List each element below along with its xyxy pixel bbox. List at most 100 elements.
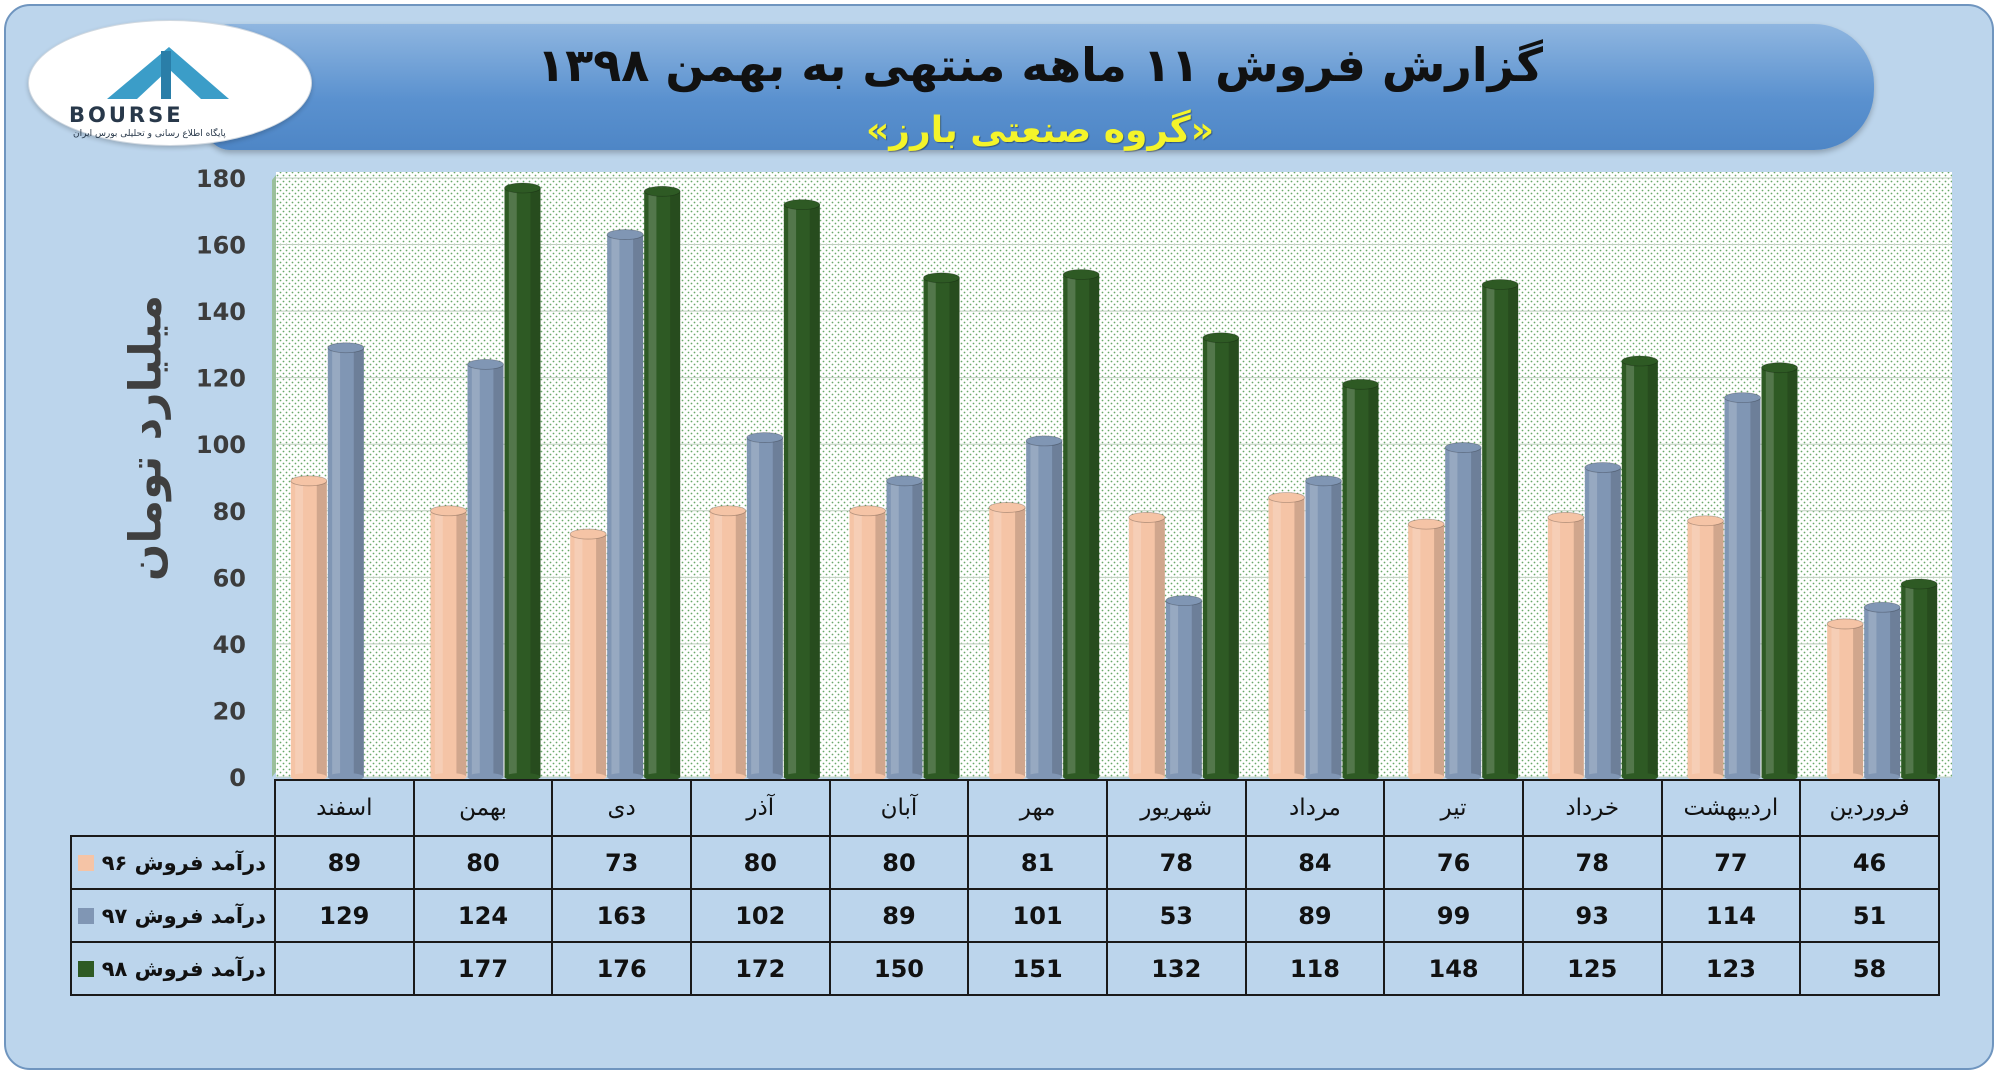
bar — [1342, 378, 1379, 781]
data-label: 80 — [828, 835, 970, 890]
bar — [1687, 515, 1724, 781]
bar — [1025, 435, 1063, 781]
data-label: 101 — [967, 888, 1108, 943]
bar — [606, 229, 644, 781]
table-row: درآمد فروش ۹۶ 89 80 73 80 80 81 78 84 76 78 77 46 — [70, 835, 1940, 890]
data-table: اسفند بهمن دی آذر آبان مهر شهریور مرداد تیر خرداد… — [70, 779, 1940, 996]
data-label — [274, 941, 415, 996]
title-banner: گزارش فروش ۱۱ ماهه منتهی به بهمن ۱۳۹۸ «گ… — [206, 24, 1874, 151]
data-label: 89 — [828, 888, 970, 943]
y-tick-label: 140 — [196, 298, 246, 326]
x-tick-label: فروردین — [1799, 779, 1940, 837]
legend-label: درآمد فروش ۹۸ — [101, 956, 266, 981]
bar — [1444, 442, 1482, 781]
data-label: 93 — [1521, 888, 1663, 943]
y-tick-label: 80 — [213, 498, 246, 526]
data-label: 118 — [1244, 941, 1386, 996]
y-tick-label: 60 — [213, 564, 246, 592]
data-label: 163 — [551, 888, 692, 943]
bar — [1481, 279, 1519, 781]
bar — [1826, 618, 1864, 781]
chart-subtitle: «گروه صنعتی بارز» — [866, 110, 1214, 151]
x-tick-label: مرداد — [1244, 779, 1386, 837]
bar — [1584, 462, 1622, 781]
data-label: 150 — [828, 941, 970, 996]
table-corner — [71, 780, 276, 836]
bar — [290, 475, 328, 781]
data-label: 84 — [1244, 835, 1386, 890]
bar — [467, 358, 504, 781]
plot-area — [276, 172, 1952, 777]
bar — [1761, 362, 1798, 781]
bar — [1305, 475, 1342, 781]
bar — [1165, 595, 1203, 781]
data-label: 176 — [551, 941, 692, 996]
bar — [988, 502, 1026, 781]
bar — [1062, 269, 1100, 781]
data-label: 177 — [412, 941, 554, 996]
legend-swatch — [77, 960, 94, 977]
data-label: 81 — [967, 835, 1108, 890]
logo-wordmark: BOURSE — [69, 103, 184, 127]
data-label: 80 — [412, 835, 554, 890]
data-label: 99 — [1383, 888, 1524, 943]
data-label: 77 — [1660, 835, 1802, 890]
x-tick-label: مهر — [967, 779, 1108, 837]
bar — [1202, 332, 1240, 781]
data-label: 58 — [1799, 941, 1940, 996]
y-tick-label: 100 — [196, 431, 246, 459]
logo-tagline: پایگاه اطلاع رسانی و تحلیلی بورس ایران — [73, 129, 226, 139]
x-tick-label: شهریور — [1105, 779, 1247, 837]
y-tick-label: 120 — [196, 365, 246, 393]
data-label: 148 — [1383, 941, 1524, 996]
legend-label: درآمد فروش ۹۶ — [101, 850, 266, 875]
data-label: 46 — [1799, 835, 1940, 890]
table-row: اسفند بهمن دی آذر آبان مهر شهریور مرداد تیر خرداد… — [71, 779, 1940, 837]
bar — [430, 505, 467, 781]
data-label: 53 — [1105, 888, 1247, 943]
data-label: 172 — [689, 941, 831, 996]
x-tick-label: تیر — [1383, 779, 1524, 837]
bar — [504, 182, 541, 781]
logo-emblem-icon — [107, 47, 229, 99]
table-row: درآمد فروش ۹۷ 129 124 163 102 89 101 53 89 99 93 11… — [70, 888, 1940, 943]
x-tick-label: آبان — [828, 779, 970, 837]
data-label: 102 — [689, 888, 831, 943]
table-row: درآمد فروش ۹۸ 177 176 172 150 151 132 118 148 125… — [70, 941, 1940, 996]
bar — [643, 185, 681, 781]
bar — [1724, 392, 1761, 781]
bar — [886, 475, 923, 781]
x-tick-label: خرداد — [1521, 779, 1663, 837]
legend-entry: درآمد فروش ۹۷ — [70, 888, 276, 943]
y-tick-label: 20 — [213, 697, 246, 725]
data-label: 124 — [412, 888, 554, 943]
x-tick-label: بهمن — [412, 779, 554, 837]
bar — [709, 505, 747, 781]
bar — [1128, 512, 1166, 781]
data-label: 51 — [1799, 888, 1940, 943]
legend-swatch — [77, 854, 94, 871]
data-label: 132 — [1105, 941, 1247, 996]
data-label: 89 — [1244, 888, 1386, 943]
legend-label: درآمد فروش ۹۷ — [101, 903, 266, 928]
x-tick-label: اسفند — [274, 779, 415, 837]
legend-entry: درآمد فروش ۹۸ — [70, 941, 276, 996]
bourse-logo: BOURSE پایگاه اطلاع رسانی و تحلیلی بورس … — [28, 20, 312, 146]
data-label: 125 — [1521, 941, 1663, 996]
y-tick-label: 160 — [196, 232, 246, 260]
legend-swatch — [77, 907, 94, 924]
data-label: 114 — [1660, 888, 1802, 943]
y-tick-label: 180 — [196, 165, 246, 193]
x-tick-label: آذر — [689, 779, 831, 837]
legend-entry: درآمد فروش ۹۶ — [70, 835, 276, 890]
bar — [923, 272, 960, 781]
data-label: 123 — [1660, 941, 1802, 996]
data-label: 78 — [1521, 835, 1663, 890]
x-tick-label: دی — [551, 779, 692, 837]
bar — [746, 432, 784, 781]
bar — [1407, 518, 1445, 781]
data-label: 89 — [274, 835, 415, 890]
bar — [327, 342, 365, 781]
data-label: 151 — [967, 941, 1108, 996]
